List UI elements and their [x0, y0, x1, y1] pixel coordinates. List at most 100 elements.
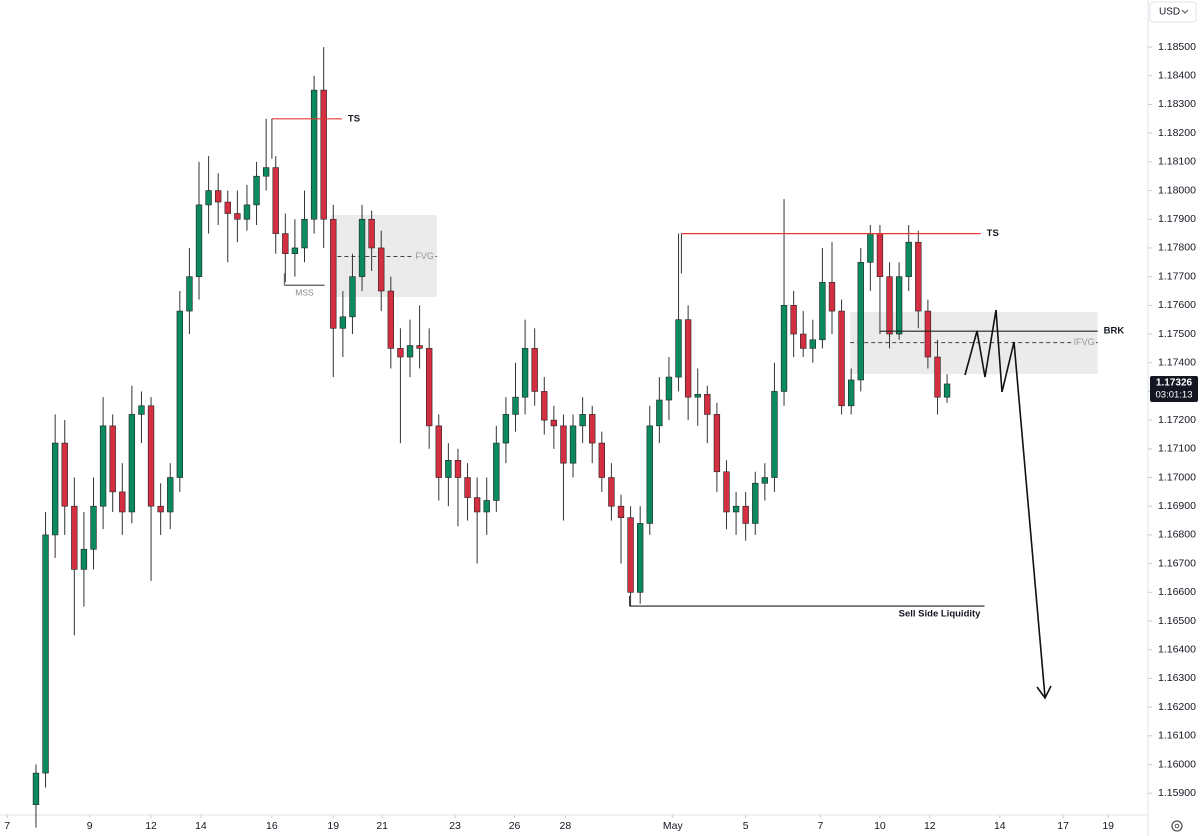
x-tick-label: 12 [924, 820, 936, 832]
candle-body [378, 247, 385, 292]
projection-path [964, 309, 1046, 698]
candle-body [771, 391, 778, 478]
y-tick-label: 1.17000 [1158, 471, 1196, 483]
candle-body [800, 333, 807, 349]
candle-body [272, 167, 279, 234]
candle-body [512, 396, 519, 415]
candle-body [646, 425, 653, 524]
candle-body [473, 497, 481, 513]
currency-label: USD [1159, 7, 1180, 18]
candle-body [138, 405, 145, 415]
candle-body [435, 425, 442, 478]
candle-body [464, 477, 471, 498]
candle-body [684, 319, 692, 398]
candle-body [847, 379, 855, 407]
candle-body [253, 175, 260, 206]
x-tick-label: 14 [994, 820, 1006, 832]
candle-body [71, 505, 78, 570]
candle-body [521, 348, 529, 398]
y-tick-label: 1.16700 [1158, 557, 1196, 569]
candle-body [387, 290, 394, 349]
candle-body [675, 319, 682, 378]
y-tick-label: 1.18200 [1158, 127, 1196, 139]
candle-body [838, 310, 845, 407]
candle-body [809, 339, 816, 349]
settings-button[interactable] [1171, 820, 1183, 832]
candle-body [483, 500, 490, 513]
candle-body [176, 310, 184, 478]
candle-body [579, 414, 586, 427]
candle-body [224, 201, 231, 214]
y-tick-label: 1.18100 [1158, 156, 1196, 168]
candle-body [704, 393, 711, 415]
candle-body [732, 505, 740, 513]
candle-body [42, 534, 49, 774]
candle-body [713, 414, 721, 473]
candle-body [186, 276, 193, 312]
candle-body [262, 167, 270, 177]
candle-body [915, 241, 922, 312]
candle-body [617, 505, 625, 518]
candle-body [339, 316, 347, 329]
candle-body [301, 218, 308, 249]
candle-body [195, 204, 203, 277]
y-tick-label: 1.16600 [1158, 586, 1196, 598]
candle-body [541, 391, 548, 421]
candle-body [857, 261, 864, 381]
candle-body [876, 233, 884, 277]
candle-body [291, 247, 299, 254]
candle-body [445, 460, 452, 478]
currency-button[interactable] [1149, 1, 1197, 23]
candle-body [934, 356, 941, 398]
candle-body [665, 376, 673, 401]
candle-body [167, 477, 174, 513]
y-tick-label: 1.17100 [1158, 443, 1196, 455]
y-tick-label: 1.16300 [1158, 672, 1196, 684]
candle-body [761, 477, 769, 484]
candle-body [454, 460, 462, 478]
last-price-label: 1.17326 [1156, 378, 1193, 389]
x-tick-label: 17 [1057, 820, 1069, 832]
candle-body [694, 393, 701, 398]
candle-body [330, 218, 337, 329]
candle-body [234, 213, 241, 220]
x-tick-label: 7 [818, 820, 824, 832]
candle-body [109, 425, 116, 493]
candle-body [867, 233, 874, 263]
x-tick-label: 28 [560, 820, 572, 832]
y-tick-label: 1.17900 [1158, 213, 1196, 225]
candle-body [493, 442, 500, 501]
y-tick-label: 1.16200 [1158, 701, 1196, 713]
candle-body [886, 276, 893, 335]
y-tick-label: 1.17600 [1158, 299, 1196, 311]
candle-body [406, 345, 414, 358]
x-tick-label: 7 [4, 820, 10, 832]
x-tick-label: May [663, 820, 684, 832]
candle-body [608, 477, 615, 507]
currency-chevron [1181, 9, 1189, 14]
candle-body [320, 89, 327, 220]
x-tick-label: 14 [195, 820, 207, 832]
countdown-label: 03:01:13 [1156, 389, 1193, 400]
zone-label: FVG [415, 251, 434, 261]
candle-body [119, 491, 126, 513]
y-tick-label: 1.16000 [1158, 758, 1196, 770]
candle-body [531, 348, 538, 392]
x-tick-label: 23 [449, 820, 461, 832]
y-tick-label: 1.16900 [1158, 500, 1196, 512]
level-label: TS [987, 228, 999, 239]
candle-body [656, 399, 663, 427]
candle-body [243, 204, 251, 220]
settings-icon [1171, 820, 1183, 832]
candle-body [99, 425, 107, 507]
x-tick-label: 5 [743, 820, 749, 832]
candle-body [416, 345, 423, 349]
candle-body [426, 348, 433, 427]
candle-body [569, 425, 577, 464]
level-label: MSS [295, 288, 314, 298]
candle-body [51, 442, 59, 536]
candle-body [943, 383, 951, 398]
level-label: Sell Side Liquidity [899, 609, 982, 620]
candle-body [828, 282, 836, 312]
